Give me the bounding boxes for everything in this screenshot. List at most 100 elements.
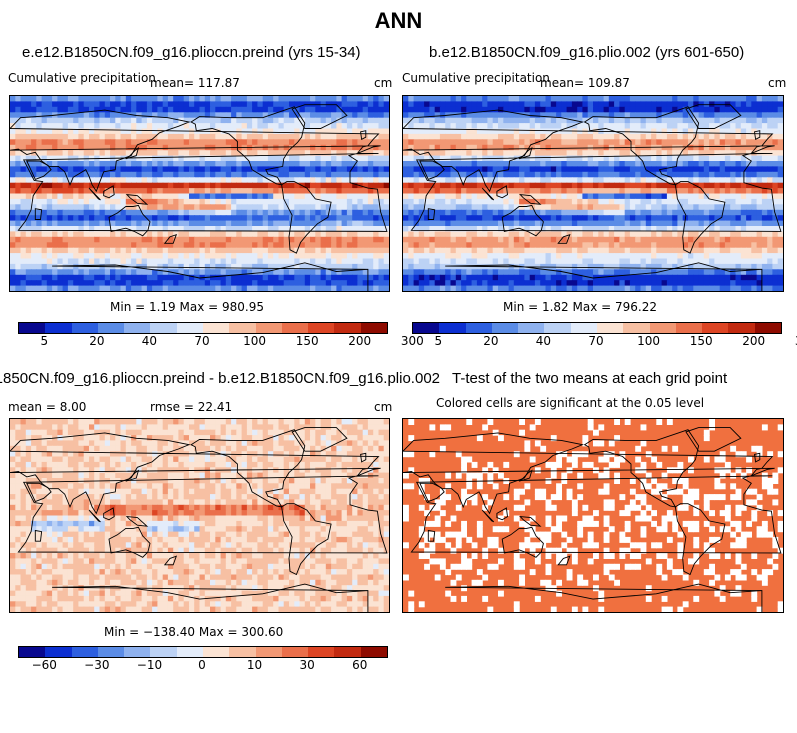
grid-cell [629, 101, 636, 108]
grid-cell [67, 209, 74, 216]
grid-cell [204, 274, 211, 281]
grid-cell [666, 263, 673, 270]
grid-cell [403, 177, 409, 184]
grid-cell [294, 117, 301, 124]
grid-cell [183, 193, 190, 200]
grid-cell [383, 263, 389, 270]
grid-cell [693, 112, 700, 119]
grid-cell [310, 112, 316, 119]
grid-cell [346, 263, 353, 270]
grid-cell [651, 177, 657, 184]
grid-cell [698, 123, 705, 130]
grid-cell [310, 263, 316, 270]
grid-cell [41, 96, 48, 102]
grid-cell [220, 280, 227, 287]
grid-cell [73, 269, 80, 276]
grid-cell [476, 226, 483, 232]
grid-cell [36, 106, 43, 113]
grid-cell [656, 247, 663, 254]
grid-cell [693, 123, 700, 130]
grid-cell [341, 96, 348, 102]
grid-cell [439, 182, 446, 189]
grid-cell [608, 161, 615, 167]
grid-cell [252, 274, 258, 281]
grid-cell [252, 226, 258, 232]
grid-cell [299, 144, 306, 151]
grid-cell [315, 242, 322, 249]
grid-cell [246, 193, 253, 200]
grid-cell [352, 215, 359, 222]
grid-cell [619, 161, 626, 167]
grid-cell [131, 285, 137, 291]
grid-cell [746, 112, 752, 119]
grid-cell [73, 215, 80, 222]
grid-cell [566, 247, 573, 254]
grid-cell [487, 139, 494, 146]
grid-cell [614, 133, 620, 140]
grid-cell [315, 182, 322, 189]
grid-cell [587, 182, 594, 189]
grid-cell [735, 188, 742, 195]
grid-cell [204, 220, 211, 227]
grid-cell [424, 171, 430, 178]
grid-cell [418, 269, 425, 276]
grid-cell [73, 182, 80, 189]
grid-cell [10, 209, 16, 216]
grid-cell [445, 123, 452, 130]
grid-cell [52, 123, 58, 130]
grid-cell [141, 242, 148, 249]
grid-cell [78, 139, 85, 146]
grid-cell [561, 161, 568, 167]
grid-cell [183, 215, 190, 222]
grid-cell [267, 258, 274, 265]
grid-cell [241, 188, 248, 195]
coastline [34, 208, 43, 220]
grid-cell [424, 193, 430, 200]
grid-cell [703, 117, 710, 124]
grid-cell [455, 112, 462, 119]
grid-cell [651, 242, 657, 249]
grid-cell [709, 155, 715, 162]
grid-cell [408, 236, 415, 243]
grid-cell [471, 117, 478, 124]
grid-cell [252, 101, 258, 108]
grid-cell [125, 106, 132, 113]
grid-cell [466, 226, 473, 232]
grid-cell [267, 128, 274, 135]
grid-cell [582, 198, 589, 205]
grid-cell [57, 188, 64, 195]
grid-cell [524, 188, 531, 195]
grid-cell [714, 188, 721, 195]
grid-cell [320, 171, 327, 178]
grid-cell [294, 166, 301, 173]
grid-cell [498, 161, 504, 167]
grid-cell [714, 112, 721, 119]
grid-cell [25, 263, 32, 270]
grid-cell [746, 117, 752, 124]
grid-cell [383, 155, 389, 162]
grid-cell [378, 209, 385, 216]
grid-cell [115, 231, 122, 238]
grid-cell [20, 280, 27, 287]
grid-cell [730, 258, 737, 265]
grid-cell [110, 247, 116, 254]
grid-cell [157, 269, 164, 276]
grid-cell [89, 128, 95, 135]
grid-cell [236, 177, 243, 184]
grid-cell [36, 101, 43, 108]
grid-cell [556, 193, 562, 200]
grid-cell [99, 106, 106, 113]
grid-cell [320, 198, 327, 205]
grid-cell [46, 242, 53, 249]
grid-cell [267, 150, 274, 157]
grid-cell [378, 215, 385, 222]
grid-cell [378, 231, 385, 238]
grid-cell [682, 204, 689, 211]
grid-cell [52, 253, 58, 260]
grid-cell [534, 150, 541, 157]
grid-cell [772, 96, 779, 102]
grid-cell [262, 106, 269, 113]
grid-cell [587, 101, 594, 108]
grid-cell [67, 139, 74, 146]
grid-cell [199, 193, 206, 200]
